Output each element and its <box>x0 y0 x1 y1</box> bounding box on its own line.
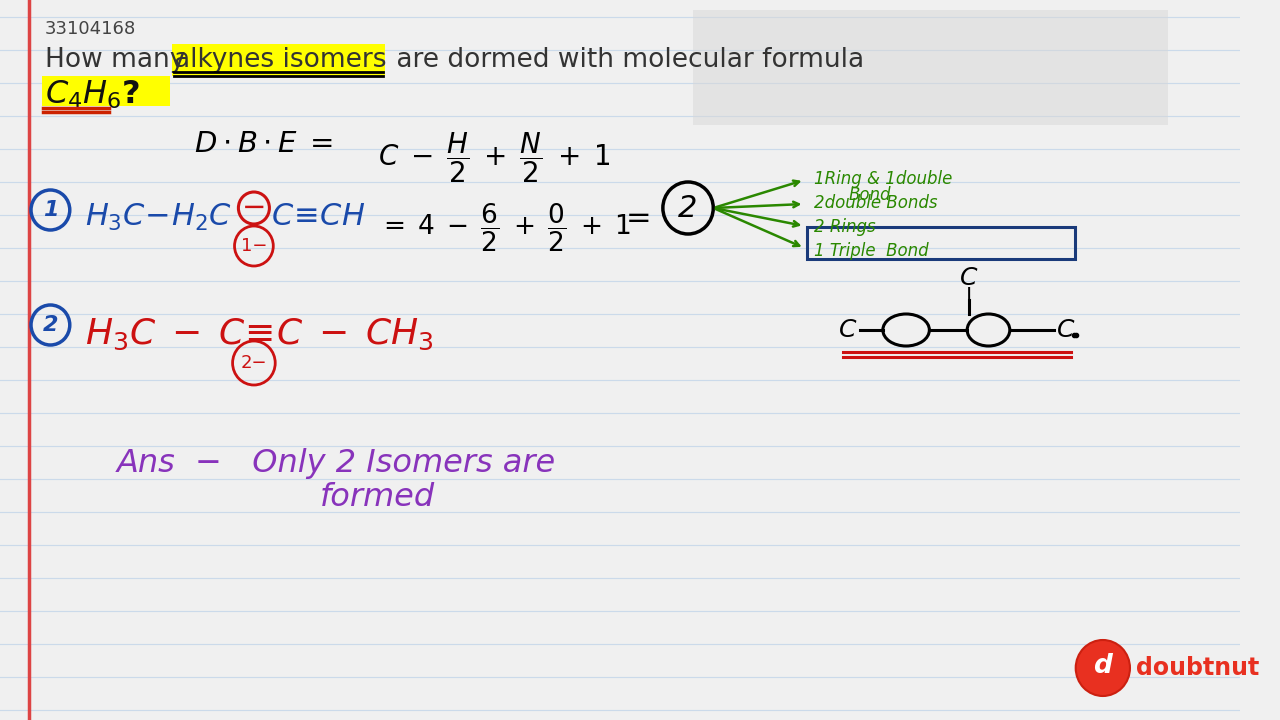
Text: How many: How many <box>45 47 193 73</box>
Text: $H_3C \;-\; C\!\equiv\!C \;-\; CH_3$: $H_3C \;-\; C\!\equiv\!C \;-\; CH_3$ <box>86 317 434 352</box>
Text: l: l <box>966 287 973 307</box>
Text: 1: 1 <box>42 200 58 220</box>
Text: 33104168: 33104168 <box>45 20 136 38</box>
Text: $H_3C\!-\!H_2C$: $H_3C\!-\!H_2C$ <box>86 202 232 233</box>
Text: C: C <box>960 266 978 290</box>
FancyBboxPatch shape <box>42 76 169 106</box>
Text: alkynes isomers: alkynes isomers <box>174 47 387 73</box>
Circle shape <box>1075 640 1130 696</box>
Text: 2: 2 <box>42 315 58 335</box>
Text: C: C <box>1057 318 1075 342</box>
Text: d: d <box>1093 653 1112 679</box>
Text: 1 Triple  Bond: 1 Triple Bond <box>814 242 929 260</box>
Text: $\mathit{C_4H_6}$?: $\mathit{C_4H_6}$? <box>45 79 140 112</box>
Text: $C\!\equiv\!CH$: $C\!\equiv\!CH$ <box>271 202 366 231</box>
Text: $D \cdot B \cdot E \;=$: $D \cdot B \cdot E \;=$ <box>193 130 333 158</box>
Text: C: C <box>840 318 856 342</box>
Text: formed: formed <box>320 482 435 513</box>
Text: 1−: 1− <box>241 237 268 255</box>
Text: 2 Rings: 2 Rings <box>814 218 876 236</box>
Text: $= \;4\;-\; \dfrac{6}{2} \;+\; \dfrac{0}{2} \;+\;1$: $= \;4\;-\; \dfrac{6}{2} \;+\; \dfrac{0}… <box>378 202 631 254</box>
Text: Bond: Bond <box>849 186 891 204</box>
Text: are dormed with molecular formula: are dormed with molecular formula <box>388 47 864 73</box>
Text: $C \;-\; \dfrac{H}{2} \;+\; \dfrac{N}{2} \;+\;1$: $C \;-\; \dfrac{H}{2} \;+\; \dfrac{N}{2}… <box>378 130 611 185</box>
Text: 1Ring & 1double: 1Ring & 1double <box>814 170 952 188</box>
Text: doubtnut: doubtnut <box>1135 656 1260 680</box>
FancyBboxPatch shape <box>172 44 385 76</box>
Text: Ans  −   Only 2 Isomers are: Ans − Only 2 Isomers are <box>116 448 556 479</box>
FancyBboxPatch shape <box>692 10 1167 125</box>
Text: 2double Bonds: 2double Bonds <box>814 194 937 212</box>
Text: 2−: 2− <box>241 354 268 372</box>
Text: $=$: $=$ <box>621 202 650 231</box>
Text: −: − <box>242 194 266 222</box>
Text: 2: 2 <box>678 194 698 222</box>
